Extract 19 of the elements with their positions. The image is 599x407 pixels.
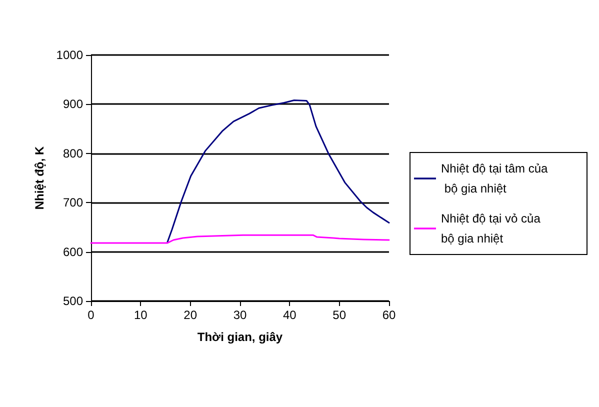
x-tick-label: 40	[282, 308, 297, 322]
y-tick-label: 500	[62, 294, 84, 308]
x-tick-label: 0	[88, 308, 95, 322]
y-tick-label: 1000	[56, 48, 84, 62]
y-tick-label: 700	[62, 196, 84, 210]
x-tick-label: 30	[233, 308, 247, 322]
x-axis-title: Thời gian, giây	[197, 330, 283, 344]
legend-label: Nhiệt độ tại tâm của bộ gia nhiệt	[441, 162, 548, 196]
y-tick-label: 600	[62, 244, 84, 259]
x-tick-label: 60	[382, 308, 396, 322]
x-tick-label: 50	[332, 308, 346, 322]
x-tick-label: 20	[184, 308, 198, 322]
x-tick-label: 10	[134, 308, 148, 322]
y-tick-label: 800	[62, 146, 84, 160]
legend-label: Nhiệt độ tại vỏ của bộ gia nhiệt	[441, 212, 544, 246]
y-axis-title: Nhiệt độ, K	[32, 146, 46, 210]
y-tick-label: 900	[62, 97, 84, 112]
line-series	[90, 234, 390, 244]
line-series	[166, 100, 390, 243]
